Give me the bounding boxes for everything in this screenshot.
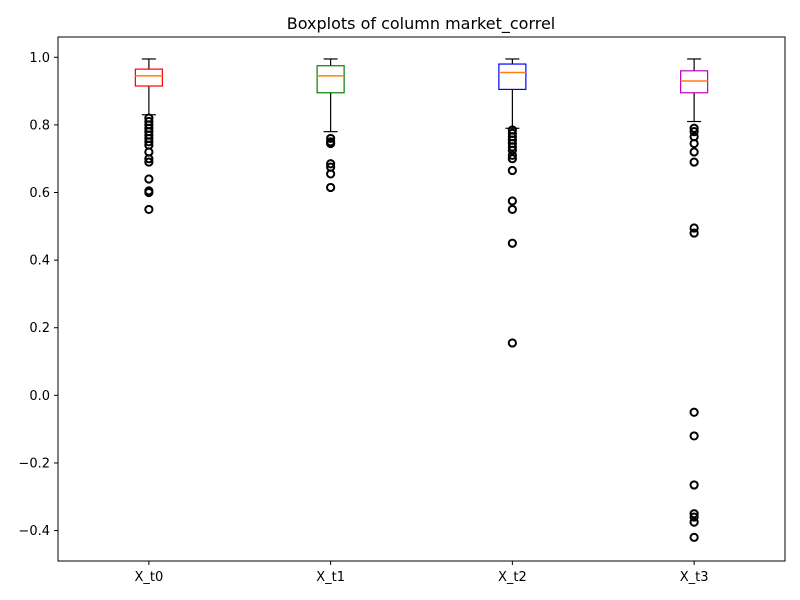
- outlier-point: [326, 159, 336, 169]
- chart-title: Boxplots of column market_correl: [287, 14, 556, 34]
- outlier-point: [326, 182, 336, 193]
- outlier-point: [144, 174, 154, 184]
- outlier-point: [507, 165, 517, 176]
- y-tick-label: 0.8: [29, 118, 50, 133]
- outlier-point: [144, 204, 154, 215]
- y-tick-label: −0.2: [18, 456, 50, 471]
- box-group-x-t1: [316, 58, 345, 193]
- x-tick-label: X_t2: [498, 570, 527, 585]
- y-tick-label: 0.2: [29, 321, 50, 336]
- y-tick-label: 0.6: [29, 186, 50, 201]
- outlier-point: [144, 137, 154, 147]
- outlier-point: [689, 480, 699, 490]
- outlier-point: [507, 238, 517, 248]
- outlier-point: [689, 223, 699, 233]
- outlier-point: [326, 133, 336, 144]
- outlier-point: [144, 154, 154, 164]
- outlier-point: [144, 187, 154, 198]
- outlier-point: [507, 154, 517, 164]
- outlier-point: [507, 142, 517, 152]
- y-tick-label: 1.0: [29, 51, 50, 66]
- y-tick-label: 0.4: [29, 254, 50, 269]
- box-group-x-t2: [498, 58, 527, 348]
- x-tick-label: X_t3: [680, 570, 709, 585]
- outlier-point: [507, 196, 517, 206]
- y-axis: −0.4 −0.2 0.0 0.2 0.4 0.6 0.8 1.0: [18, 51, 58, 539]
- outlier-point: [689, 138, 699, 149]
- box-iqr: [316, 65, 345, 94]
- outlier-point: [689, 127, 699, 137]
- box-group-x-t3: [680, 58, 709, 542]
- outlier-point: [689, 532, 699, 542]
- outlier-point: [507, 204, 517, 215]
- box-iqr: [680, 70, 709, 94]
- outlier-point: [507, 150, 517, 160]
- outlier-point: [507, 338, 517, 348]
- outlier-point: [326, 169, 336, 179]
- outlier-point: [689, 157, 699, 167]
- outlier-point: [689, 512, 699, 522]
- plot-area: [134, 58, 709, 542]
- axes-frame: [57, 36, 786, 562]
- box-iqr: [498, 63, 527, 90]
- outlier-point: [689, 123, 699, 133]
- y-tick-label: 0.0: [29, 389, 50, 404]
- outlier-point: [689, 147, 699, 157]
- outlier-point: [689, 228, 699, 238]
- box-group-x-t0: [134, 58, 163, 215]
- x-tick-label: X_t0: [134, 570, 163, 585]
- x-axis: X_t0 X_t1 X_t2 X_t3: [134, 561, 709, 585]
- outlier-point: [144, 157, 154, 167]
- outlier-point: [326, 138, 336, 149]
- outlier-point: [689, 517, 699, 527]
- outlier-point: [689, 407, 699, 417]
- outlier-point: [689, 431, 699, 441]
- outlier-point: [689, 509, 699, 519]
- x-tick-label: X_t1: [316, 570, 345, 585]
- y-tick-label: −0.4: [18, 524, 50, 539]
- box-iqr: [134, 68, 163, 87]
- outlier-point: [507, 145, 517, 155]
